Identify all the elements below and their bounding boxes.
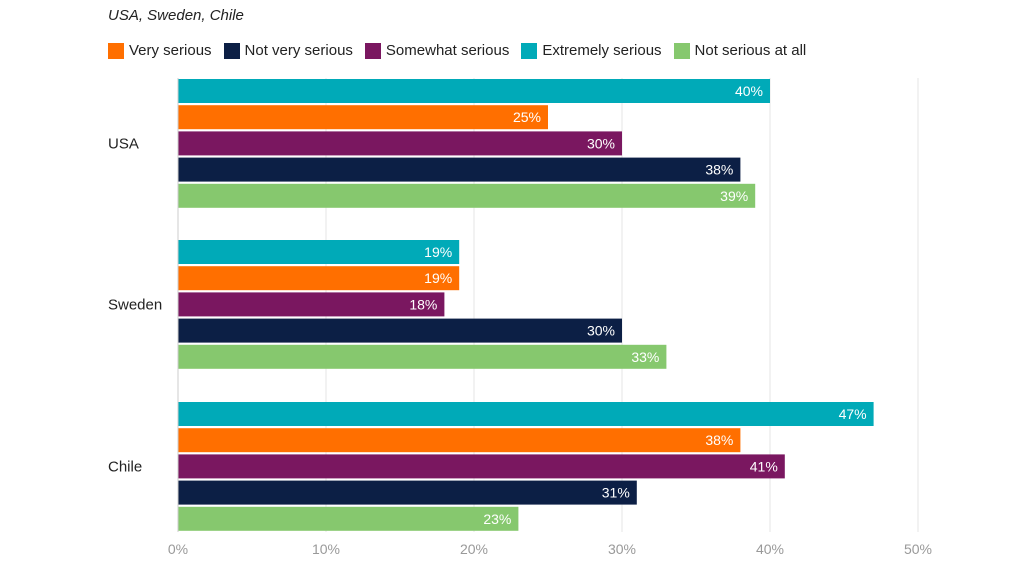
category-label-chile: Chile bbox=[108, 458, 142, 475]
legend-swatch bbox=[223, 42, 240, 59]
bar-chile-not-serious-at-all bbox=[178, 506, 519, 531]
legend-item-not-very-serious: Not very serious bbox=[223, 42, 353, 59]
data-label: 40% bbox=[735, 83, 763, 99]
bar-chile-extremely-serious bbox=[178, 402, 874, 426]
bar-usa-extremely-serious bbox=[178, 79, 770, 103]
category-label-sweden: Sweden bbox=[108, 296, 162, 313]
legend-label: Not serious at all bbox=[694, 42, 807, 59]
x-tick-label: 40% bbox=[756, 541, 784, 557]
chart-subtitle: USA, Sweden, Chile bbox=[108, 7, 244, 24]
data-label: 33% bbox=[631, 349, 659, 365]
bar-sweden-not-serious-at-all bbox=[178, 344, 667, 369]
bar-chile-somewhat-serious bbox=[178, 454, 785, 479]
data-label: 47% bbox=[839, 406, 867, 422]
data-label: 18% bbox=[409, 296, 437, 312]
data-label: 30% bbox=[587, 135, 615, 151]
legend-label: Not very serious bbox=[244, 42, 353, 59]
legend-item-extremely-serious: Extremely serious bbox=[521, 42, 662, 59]
data-label: 31% bbox=[602, 485, 630, 501]
bar-sweden-somewhat-serious bbox=[178, 292, 445, 317]
legend-label: Extremely serious bbox=[542, 42, 662, 59]
bar-chile-very-serious bbox=[178, 428, 741, 453]
x-tick-label: 30% bbox=[608, 541, 636, 557]
data-label: 38% bbox=[705, 162, 733, 178]
x-tick-label: 50% bbox=[904, 541, 932, 557]
legend-item-very-serious: Very serious bbox=[108, 42, 212, 59]
bar-chile-not-very-serious bbox=[178, 480, 637, 505]
legend-swatch bbox=[673, 42, 690, 59]
bar-usa-not-very-serious bbox=[178, 157, 741, 182]
legend-swatch bbox=[364, 42, 381, 59]
legend-item-not-serious-at-all: Not serious at all bbox=[673, 42, 807, 59]
data-label: 30% bbox=[587, 323, 615, 339]
bar-usa-somewhat-serious bbox=[178, 131, 622, 156]
legend-item-somewhat-serious: Somewhat serious bbox=[364, 42, 510, 59]
bar-sweden-extremely-serious bbox=[178, 240, 460, 264]
data-label: 19% bbox=[424, 270, 452, 286]
x-tick-label: 10% bbox=[312, 541, 340, 557]
category-label-usa: USA bbox=[108, 135, 139, 152]
data-label: 41% bbox=[750, 458, 778, 474]
bar-usa-very-serious bbox=[178, 105, 548, 130]
x-tick-label: 20% bbox=[460, 541, 488, 557]
legend-swatch bbox=[521, 42, 538, 59]
legend-label: Somewhat serious bbox=[385, 42, 510, 59]
data-label: 25% bbox=[513, 109, 541, 125]
data-label: 23% bbox=[483, 511, 511, 527]
data-label: 19% bbox=[424, 244, 452, 260]
chart-legend: Very serious Not very serious Somewhat ser… bbox=[108, 42, 818, 59]
x-tick-label: 0% bbox=[168, 541, 188, 557]
data-label: 38% bbox=[705, 432, 733, 448]
data-label: 39% bbox=[720, 188, 748, 204]
bar-sweden-not-very-serious bbox=[178, 318, 622, 343]
legend-swatch bbox=[108, 42, 124, 59]
bar-sweden-very-serious bbox=[178, 266, 460, 291]
bar-usa-not-serious-at-all bbox=[178, 183, 756, 208]
legend-label: Very serious bbox=[129, 42, 212, 59]
